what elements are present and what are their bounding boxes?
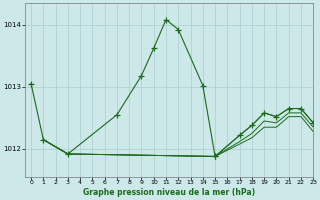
X-axis label: Graphe pression niveau de la mer (hPa): Graphe pression niveau de la mer (hPa): [83, 188, 255, 197]
